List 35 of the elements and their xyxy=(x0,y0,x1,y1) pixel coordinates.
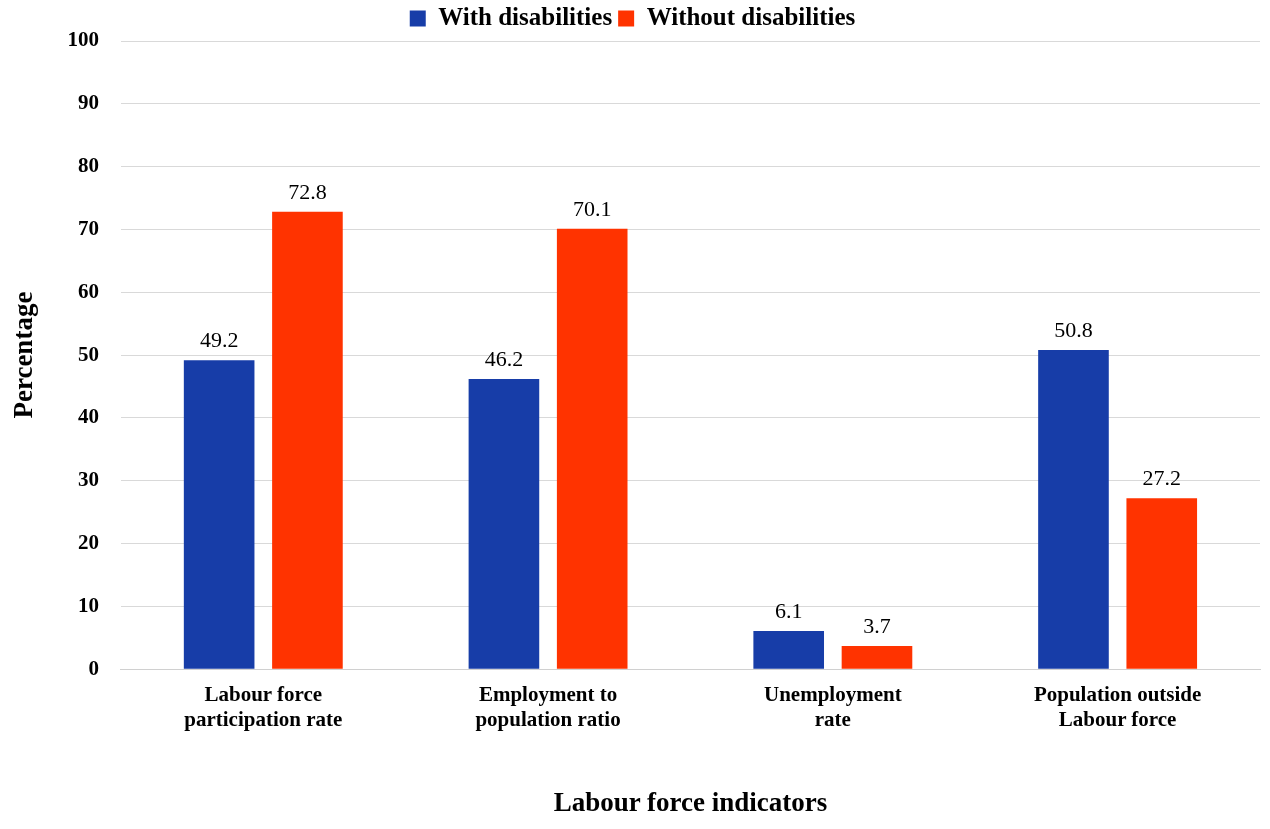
data-label: 50.8 xyxy=(1054,316,1093,342)
bar xyxy=(1038,350,1109,669)
x-tick-label: Unemployment rate xyxy=(764,682,902,732)
y-tick-label: 10 xyxy=(77,592,99,617)
bar xyxy=(1126,498,1198,669)
data-label: 3.7 xyxy=(863,612,891,638)
bar xyxy=(556,228,628,669)
data-label: 70.1 xyxy=(572,195,612,221)
x-axis-title: Labour force indicators xyxy=(553,786,828,817)
data-label: 6.1 xyxy=(774,597,803,623)
data-label: 49.2 xyxy=(199,326,239,352)
bar xyxy=(841,645,913,669)
y-tick-label: 50 xyxy=(77,341,99,366)
y-tick-label: 40 xyxy=(77,404,99,429)
data-label: 72.8 xyxy=(288,178,327,204)
y-tick-label: 80 xyxy=(77,153,99,178)
y-tick-label: 70 xyxy=(77,215,99,240)
bar xyxy=(468,378,540,669)
y-tick-label: 100 xyxy=(67,27,99,52)
y-tick-label: 30 xyxy=(77,467,99,492)
x-tick-label: Labour force participation rate xyxy=(184,682,343,732)
x-tick-label: Employment to population ratio xyxy=(475,682,621,732)
data-label: 27.2 xyxy=(1142,465,1181,491)
data-label: 46.2 xyxy=(484,345,524,371)
legend-label: With disabilities xyxy=(438,2,613,30)
x-tick-label: Population outside Labour force xyxy=(1033,682,1202,732)
y-tick-label: 0 xyxy=(88,655,99,680)
bar xyxy=(753,630,825,669)
bar xyxy=(183,360,255,669)
bar xyxy=(272,211,343,669)
y-tick-label: 90 xyxy=(77,90,99,115)
y-axis-title: Percentage xyxy=(8,291,39,419)
y-tick-label: 20 xyxy=(77,529,99,554)
y-tick-label: 60 xyxy=(77,278,99,303)
legend-label: Without disabilities xyxy=(646,2,856,30)
